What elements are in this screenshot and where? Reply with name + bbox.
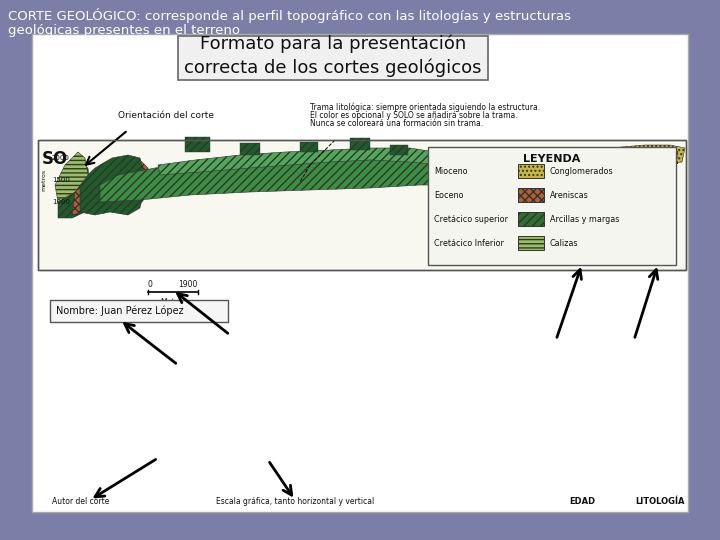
Polygon shape [455, 152, 500, 182]
Bar [178, 36, 488, 80]
Polygon shape [80, 155, 145, 215]
Bar [32, 34, 688, 512]
Text: CORTE GEOLÓGICO: corresponde al perfil topográfico con las litologías y estructu: CORTE GEOLÓGICO: corresponde al perfil t… [8, 8, 571, 23]
Bar [518, 212, 544, 226]
Text: 2000: 2000 [52, 155, 70, 161]
Text: Eoceno: Eoceno [434, 191, 464, 199]
Text: LEYENDA: LEYENDA [523, 154, 581, 164]
Text: Metros: Metros [160, 298, 186, 307]
Bar [518, 236, 544, 250]
Polygon shape [350, 138, 370, 150]
Bar [518, 188, 544, 202]
Text: 0: 0 [148, 280, 153, 289]
Text: 1000: 1000 [52, 199, 70, 205]
Text: Nombre: Juan Pérez López: Nombre: Juan Pérez López [56, 306, 184, 316]
Text: Mioceno: Mioceno [434, 166, 467, 176]
Text: Areniscas: Areniscas [550, 191, 589, 199]
Polygon shape [72, 160, 150, 215]
Text: Escala gráfica, tanto horizontal y vertical: Escala gráfica, tanto horizontal y verti… [216, 497, 374, 506]
Polygon shape [455, 145, 685, 185]
Text: LITOLOGÍA: LITOLOGÍA [635, 497, 685, 506]
Text: NE: NE [654, 150, 680, 168]
Polygon shape [100, 152, 460, 202]
Bar [38, 140, 686, 270]
Text: EDAD: EDAD [569, 497, 595, 506]
Polygon shape [300, 142, 318, 152]
Bar [38, 140, 686, 270]
Text: Arcillas y margas: Arcillas y margas [550, 214, 619, 224]
Text: geológicas presentes en el terreno: geológicas presentes en el terreno [8, 24, 240, 37]
Text: Trama litológica: siempre orientada siguiendo la estructura.: Trama litológica: siempre orientada sigu… [310, 103, 540, 112]
Text: Conglomerados: Conglomerados [550, 166, 613, 176]
Polygon shape [55, 152, 88, 202]
Bar [428, 147, 676, 265]
Polygon shape [185, 137, 210, 152]
Polygon shape [158, 148, 440, 175]
Bar [50, 300, 228, 322]
Text: Autor del corte: Autor del corte [52, 497, 109, 506]
Polygon shape [240, 143, 260, 155]
Polygon shape [390, 145, 408, 155]
Polygon shape [58, 162, 90, 218]
Text: Calizas: Calizas [550, 239, 578, 247]
Text: 1500: 1500 [52, 177, 70, 183]
Text: El color es opcional y SOLO se añadirá sobre la trama.: El color es opcional y SOLO se añadirá s… [310, 111, 518, 120]
Text: Orientación del corte: Orientación del corte [118, 111, 214, 120]
Text: Nunca se coloreará una formación sin trama.: Nunca se coloreará una formación sin tra… [310, 119, 483, 128]
Text: Cretácico Inferior: Cretácico Inferior [434, 239, 504, 247]
Text: Cretácico superior: Cretácico superior [434, 214, 508, 224]
Text: metros: metros [42, 169, 47, 191]
Text: 1900: 1900 [179, 280, 198, 289]
Bar [518, 164, 544, 178]
Text: Formato para la presentación
correcta de los cortes geológicos: Formato para la presentación correcta de… [184, 35, 482, 77]
Text: SO: SO [42, 150, 68, 168]
